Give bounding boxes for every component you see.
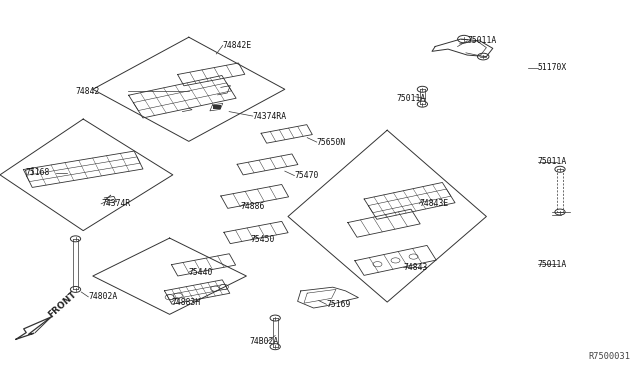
Text: 75450: 75450 bbox=[251, 235, 275, 244]
Text: 74374RA: 74374RA bbox=[253, 112, 287, 121]
Text: 75011A: 75011A bbox=[397, 94, 426, 103]
Text: 75470: 75470 bbox=[294, 171, 319, 180]
Text: 74886: 74886 bbox=[240, 202, 264, 211]
Text: 75650N: 75650N bbox=[317, 138, 346, 147]
Text: FRONT: FRONT bbox=[46, 290, 78, 320]
Text: 51170X: 51170X bbox=[538, 63, 567, 72]
Text: 75169: 75169 bbox=[326, 300, 351, 309]
Text: 75440: 75440 bbox=[189, 268, 213, 277]
FancyBboxPatch shape bbox=[213, 105, 221, 109]
Text: 75168: 75168 bbox=[26, 169, 50, 177]
Text: 75011A: 75011A bbox=[538, 157, 567, 166]
Text: 75011A: 75011A bbox=[538, 260, 567, 269]
Text: 74B02A: 74B02A bbox=[250, 337, 279, 346]
Text: 74843E: 74843E bbox=[419, 199, 449, 208]
Text: 74842: 74842 bbox=[76, 87, 100, 96]
Text: 75011A: 75011A bbox=[467, 36, 497, 45]
Text: 74374R: 74374R bbox=[101, 199, 131, 208]
Text: 74843: 74843 bbox=[403, 263, 428, 272]
Text: 74883H: 74883H bbox=[172, 298, 201, 307]
Text: 74802A: 74802A bbox=[88, 292, 118, 301]
Text: 74842E: 74842E bbox=[223, 41, 252, 50]
Text: R7500031: R7500031 bbox=[588, 352, 630, 361]
